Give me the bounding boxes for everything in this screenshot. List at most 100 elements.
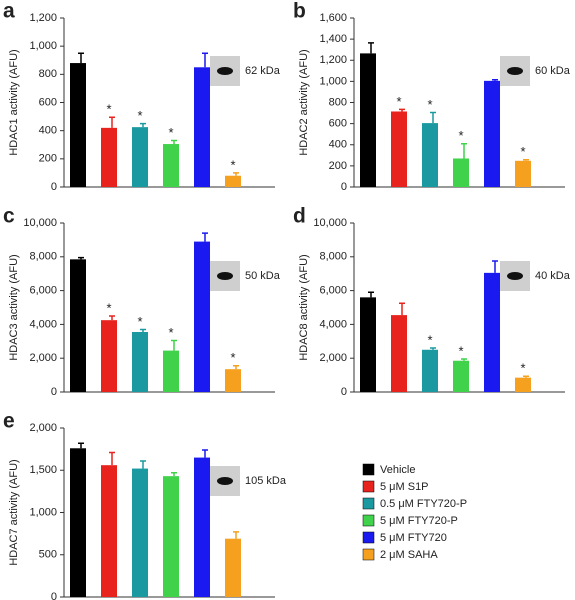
bar xyxy=(484,272,500,392)
bar xyxy=(132,127,148,187)
y-tick-label: 1,000 xyxy=(29,506,57,518)
legend-swatch xyxy=(362,480,375,493)
blot-band xyxy=(507,272,523,280)
panel: a HDAC1 activity (AFU) 0 200 400 600 800 1,000 1… xyxy=(3,0,281,193)
panel: b HDAC2 activity (AFU) 0 200 400 600 800 1,000 1… xyxy=(293,0,571,193)
legend-swatch xyxy=(362,463,375,476)
blot-band xyxy=(217,67,233,75)
error-bar xyxy=(461,358,467,361)
legend-label: 5 μM FTY720 xyxy=(380,532,447,544)
bar xyxy=(194,67,210,187)
blot-band xyxy=(507,67,523,75)
bar xyxy=(422,349,438,392)
legend-swatch xyxy=(362,514,375,527)
significance-marker: * xyxy=(106,300,111,315)
y-tick-label: 200 xyxy=(329,160,347,172)
y-tick-label: 2,000 xyxy=(29,422,57,434)
y-tick-label: 1,400 xyxy=(319,33,347,45)
y-axis-label: HDAC7 activity (AFU) xyxy=(8,459,20,565)
error-bar xyxy=(109,315,115,321)
legend-label: 2 μM SAHA xyxy=(380,549,438,561)
error-bar xyxy=(140,122,146,128)
bar xyxy=(70,259,86,392)
blot-band xyxy=(217,272,233,280)
error-bar xyxy=(78,442,84,449)
y-tick-label: 600 xyxy=(329,118,347,130)
error-bar xyxy=(492,260,498,273)
bar xyxy=(515,160,531,187)
error-bar xyxy=(140,328,146,333)
error-bar xyxy=(202,449,208,458)
blot-label: 40 kDa xyxy=(535,270,571,282)
significance-marker: * xyxy=(230,350,235,365)
legend-label: 5 μM FTY720-P xyxy=(380,515,458,527)
y-tick-label: 600 xyxy=(39,96,57,108)
significance-marker: * xyxy=(520,144,525,159)
y-tick-label: 1,500 xyxy=(29,464,57,476)
bar xyxy=(422,123,438,187)
y-tick-label: 8,000 xyxy=(29,251,57,263)
significance-marker: * xyxy=(106,102,111,117)
y-tick-label: 200 xyxy=(39,153,57,165)
panel-letter: b xyxy=(293,0,306,23)
bar xyxy=(163,350,179,392)
legend-swatch xyxy=(362,497,375,510)
y-axis-label: HDAC3 activity (AFU) xyxy=(8,254,20,360)
bar xyxy=(163,144,179,187)
significance-marker: * xyxy=(168,125,173,140)
bar xyxy=(194,457,210,597)
error-bar xyxy=(430,347,436,350)
error-bar xyxy=(492,79,498,81)
blot-label: 62 kDa xyxy=(245,65,281,77)
significance-marker: * xyxy=(168,325,173,340)
y-tick-label: 0 xyxy=(51,591,57,600)
bar xyxy=(360,297,376,392)
bar xyxy=(132,332,148,392)
bar xyxy=(391,111,407,187)
significance-marker: * xyxy=(396,94,401,109)
y-axis-label: HDAC8 activity (AFU) xyxy=(298,254,310,360)
error-bar xyxy=(233,172,239,176)
y-tick-label: 1,200 xyxy=(319,54,347,66)
y-tick-label: 1,000 xyxy=(29,40,57,52)
bar xyxy=(515,377,531,392)
significance-marker: * xyxy=(458,128,463,143)
error-bar xyxy=(368,291,374,298)
significance-marker: * xyxy=(137,108,142,123)
y-tick-label: 1,000 xyxy=(319,75,347,87)
error-bar xyxy=(233,531,239,539)
error-bar xyxy=(368,42,374,54)
significance-marker: * xyxy=(458,343,463,358)
significance-marker: * xyxy=(427,332,432,347)
bar xyxy=(132,468,148,597)
panel-letter: e xyxy=(3,410,15,433)
significance-marker: * xyxy=(230,157,235,172)
error-bar xyxy=(171,139,177,145)
legend-label: Vehicle xyxy=(380,464,415,476)
y-tick-label: 500 xyxy=(39,549,57,561)
panel-letter: c xyxy=(3,205,15,228)
error-bar xyxy=(171,472,177,477)
bar xyxy=(453,158,469,187)
y-axis-label: HDAC1 activity (AFU) xyxy=(8,49,20,155)
blot-label: 105 kDa xyxy=(245,475,287,487)
significance-marker: * xyxy=(427,97,432,112)
y-tick-label: 6,000 xyxy=(319,285,347,297)
y-tick-label: 800 xyxy=(329,96,347,108)
bar xyxy=(70,448,86,597)
error-bar xyxy=(171,339,177,351)
error-bar xyxy=(78,52,84,64)
bar xyxy=(101,127,117,187)
significance-marker: * xyxy=(520,361,525,376)
blot-label: 60 kDa xyxy=(535,65,571,77)
y-tick-label: 0 xyxy=(51,181,57,193)
y-tick-label: 8,000 xyxy=(319,251,347,263)
bar xyxy=(101,465,117,597)
error-bar xyxy=(109,451,115,466)
bar xyxy=(484,80,500,187)
y-tick-label: 6,000 xyxy=(29,285,57,297)
blot-label: 50 kDa xyxy=(245,270,281,282)
error-bar xyxy=(430,111,436,124)
bar xyxy=(225,369,241,392)
